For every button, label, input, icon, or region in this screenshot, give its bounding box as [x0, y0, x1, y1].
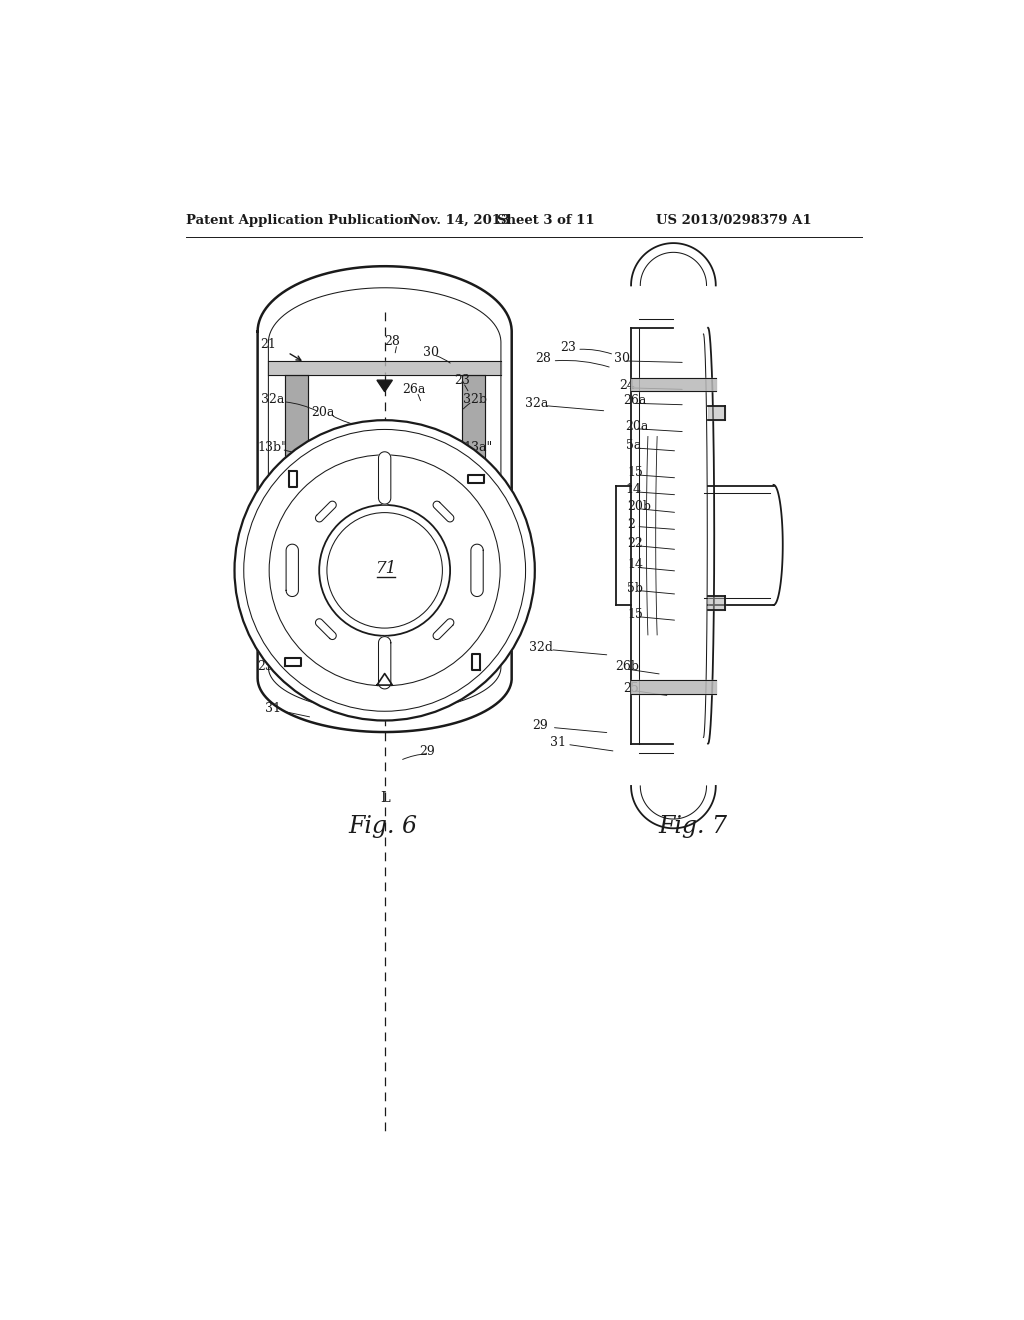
Text: 13b': 13b': [260, 619, 288, 632]
Text: 31: 31: [550, 735, 566, 748]
Text: 2: 2: [628, 517, 635, 531]
Polygon shape: [290, 471, 297, 487]
Text: Patent Application Publication: Patent Application Publication: [186, 214, 413, 227]
Text: 26a: 26a: [624, 395, 647, 408]
Text: 20a: 20a: [626, 420, 649, 433]
Text: 5b: 5b: [628, 582, 643, 594]
Text: 30: 30: [423, 346, 439, 359]
Text: 29: 29: [532, 718, 548, 731]
Polygon shape: [286, 544, 298, 597]
Text: 15: 15: [628, 607, 643, 620]
Text: 32b: 32b: [463, 393, 487, 407]
Circle shape: [234, 420, 535, 721]
Polygon shape: [379, 636, 391, 689]
Text: 5a: 5a: [411, 438, 426, 451]
Text: 31: 31: [265, 702, 282, 715]
Text: 14: 14: [626, 483, 642, 496]
Circle shape: [319, 506, 451, 636]
Text: 26b: 26b: [615, 660, 640, 673]
Text: 24: 24: [620, 379, 635, 392]
Text: 71: 71: [376, 560, 397, 577]
Text: 15: 15: [628, 466, 643, 479]
Text: 22: 22: [463, 500, 479, 513]
Text: 32a: 32a: [261, 393, 285, 407]
Text: 13a': 13a': [463, 619, 490, 632]
Text: Fig. 6: Fig. 6: [348, 816, 418, 838]
Polygon shape: [471, 544, 483, 597]
Text: 20d: 20d: [468, 591, 492, 603]
Text: 26a: 26a: [402, 383, 426, 396]
Text: 32c: 32c: [469, 651, 493, 664]
Text: 13b": 13b": [258, 441, 288, 454]
Text: Nov. 14, 2013: Nov. 14, 2013: [410, 214, 510, 227]
Polygon shape: [315, 502, 336, 521]
Polygon shape: [468, 475, 483, 483]
Text: 23: 23: [454, 374, 470, 387]
Polygon shape: [258, 267, 512, 733]
Text: 2: 2: [252, 506, 259, 519]
Text: 6a: 6a: [472, 548, 487, 561]
Text: 6b: 6b: [248, 527, 264, 540]
Text: 20c: 20c: [435, 660, 458, 673]
Polygon shape: [286, 657, 301, 665]
Text: 25: 25: [258, 660, 273, 673]
Polygon shape: [315, 619, 336, 639]
Text: 22: 22: [628, 537, 643, 550]
Text: Sheet 3 of 11: Sheet 3 of 11: [497, 214, 595, 227]
Text: 21: 21: [260, 338, 275, 351]
Polygon shape: [433, 502, 454, 521]
Polygon shape: [472, 655, 480, 669]
Text: 32d: 32d: [261, 639, 286, 652]
Text: 27: 27: [475, 566, 492, 579]
Text: 30: 30: [614, 352, 630, 366]
Polygon shape: [433, 619, 454, 639]
Text: 12a: 12a: [472, 528, 495, 541]
Polygon shape: [377, 380, 392, 392]
Text: 25: 25: [624, 681, 639, 694]
Text: 26b: 26b: [377, 675, 401, 686]
Text: 32a: 32a: [524, 397, 548, 409]
Text: 5a: 5a: [626, 440, 641, 453]
Text: 9: 9: [243, 594, 250, 607]
Text: 20a: 20a: [310, 407, 334, 418]
Text: 20b: 20b: [261, 487, 286, 500]
Text: 29: 29: [419, 744, 435, 758]
Text: 13a": 13a": [463, 441, 493, 454]
Text: 5b: 5b: [386, 634, 402, 647]
Polygon shape: [379, 451, 391, 504]
Text: 28: 28: [535, 352, 551, 366]
Text: L: L: [380, 791, 389, 804]
Text: 14: 14: [628, 558, 643, 572]
Text: 12b: 12b: [248, 545, 271, 557]
Text: 32d: 32d: [529, 640, 553, 653]
Text: 20b: 20b: [628, 500, 651, 513]
Text: 23: 23: [560, 341, 577, 354]
Text: US 2013/0298379 A1: US 2013/0298379 A1: [656, 214, 812, 227]
Text: Fig. 7: Fig. 7: [658, 816, 727, 838]
Text: 28: 28: [385, 335, 400, 348]
